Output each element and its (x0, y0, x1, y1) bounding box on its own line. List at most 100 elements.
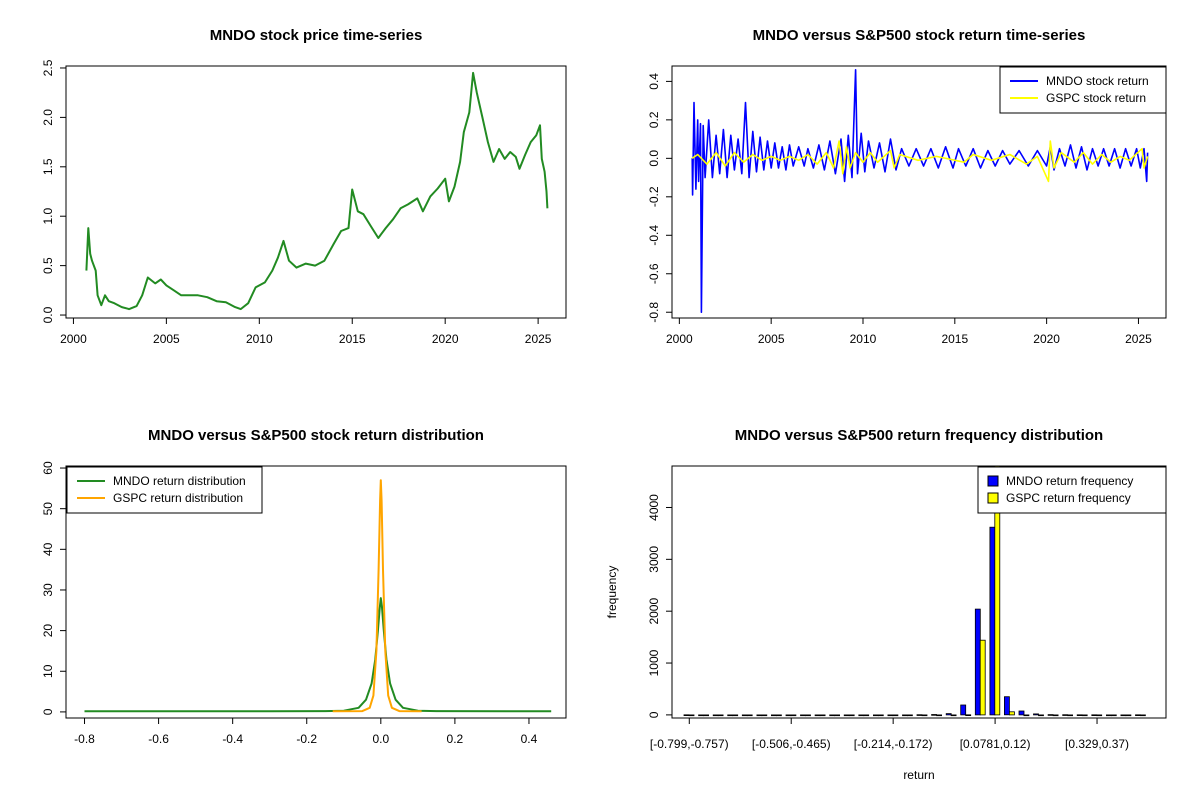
y-tick-label: 0 (647, 711, 661, 718)
histogram-bar (877, 714, 884, 717)
legend-label: GSPC stock return (1046, 91, 1146, 105)
histogram-bar (790, 714, 797, 717)
histogram-bar (834, 714, 840, 717)
histogram-bar (965, 714, 972, 716)
panel-4: MNDO versus S&P500 return frequency dist… (605, 427, 1167, 782)
x-tick-label: 2015 (339, 332, 366, 346)
histogram-bar (916, 714, 923, 716)
x-tick-label: -0.2 (296, 732, 317, 746)
histogram-bar (1081, 714, 1088, 717)
histogram-bar (741, 714, 748, 717)
histogram-bar (979, 639, 986, 716)
legend-swatch (987, 475, 999, 487)
legend-box (66, 466, 263, 514)
histogram-bar (1038, 714, 1044, 717)
x-tick-label: 2010 (246, 332, 273, 346)
histogram-bar (805, 714, 811, 717)
histogram-bar (960, 704, 967, 716)
y-tick-label: 2.5 (41, 59, 55, 76)
y-tick-label: 10 (41, 664, 55, 678)
histogram-bar (887, 714, 894, 717)
histogram-bar (950, 714, 957, 717)
x-tick-label: 2020 (432, 332, 459, 346)
y-tick-label: 1.5 (41, 158, 55, 175)
histogram-bar (1096, 714, 1103, 717)
x-tick-label: 2025 (1125, 332, 1152, 346)
histogram-bar (873, 714, 879, 717)
x-tick-label: 2000 (666, 332, 693, 346)
histogram-bar (771, 714, 777, 717)
histogram-bar (761, 714, 768, 717)
x-tick-label: 2000 (60, 332, 87, 346)
histogram-bar (1120, 714, 1127, 717)
histogram-bar (717, 714, 724, 717)
histogram-bar (1033, 713, 1039, 716)
histogram-bar (1106, 714, 1112, 717)
x-axis-label: return (903, 768, 934, 782)
x-tick-label: 0.4 (521, 732, 538, 746)
y-tick-label: -0.6 (647, 263, 661, 284)
x-tick-label: -0.8 (74, 732, 95, 746)
histogram-bar (683, 714, 690, 716)
histogram-bar (732, 714, 739, 717)
y-tick-label: -0.4 (647, 225, 661, 246)
histogram-bar (994, 465, 1001, 716)
y-tick-label: 0.5 (41, 257, 55, 274)
x-tick-label: -0.6 (148, 732, 169, 746)
legend-box (999, 66, 1167, 114)
y-tick-label: -0.8 (647, 302, 661, 323)
histogram-bar (698, 714, 704, 717)
histogram-bar (1023, 714, 1030, 717)
histogram-bar (776, 714, 782, 717)
histogram-bar (688, 714, 695, 717)
y-tick-label: 2000 (647, 598, 661, 625)
plot-frame (65, 65, 567, 319)
y-tick-label: 20 (41, 624, 55, 638)
histogram-bar (843, 714, 850, 717)
histogram-bar (1076, 714, 1083, 716)
histogram-bar (945, 713, 952, 716)
histogram-bar (892, 714, 899, 717)
x-tick-label: [-0.214,-0.172) (854, 737, 933, 751)
histogram-bar (703, 714, 709, 717)
panel-1: MNDO stock price time-series 2000 2005 2010… (41, 27, 567, 346)
histogram-bar (712, 714, 719, 717)
x-tick-label: 2025 (525, 332, 552, 346)
histogram-bar (1018, 710, 1025, 716)
histogram-bar (1125, 714, 1132, 717)
histogram-bar (848, 714, 855, 717)
x-tick-label: 2020 (1033, 332, 1060, 346)
histogram-bar (829, 714, 836, 717)
histogram-bar (746, 714, 753, 717)
legend-label: MNDO return distribution (113, 474, 246, 488)
x-tick-label: -0.4 (222, 732, 243, 746)
histogram-bar (1062, 714, 1069, 716)
series-line-mndo-return-distribution (84, 597, 552, 713)
x-tick-label: 2005 (758, 332, 785, 346)
series-line-gspc-return-distribution (332, 479, 422, 713)
histogram-bar (936, 714, 942, 717)
histogram-bar (907, 714, 913, 717)
histogram-bar (931, 714, 937, 716)
y-tick-label: 1000 (647, 649, 661, 676)
y-tick-label: 0.4 (647, 73, 661, 90)
histogram-bar (989, 526, 996, 716)
series-line-gspc-stock-return (691, 140, 1149, 183)
histogram-bar (858, 714, 865, 717)
y-tick-label: -0.2 (647, 186, 661, 207)
histogram-bar (1052, 714, 1059, 717)
y-tick-label: 0.0 (41, 306, 55, 323)
y-tick-label: 2.0 (41, 109, 55, 126)
histogram-bar (1091, 714, 1098, 716)
histogram-bar (1135, 714, 1141, 716)
panel-3: MNDO versus S&P500 stock return distribu… (41, 427, 567, 746)
y-tick-label: 0.0 (647, 150, 661, 167)
legend-label: MNDO return frequency (1006, 474, 1133, 488)
x-tick-label: [0.0781,0.12) (960, 737, 1031, 751)
histogram-bar (1047, 714, 1054, 716)
series-line-mndo-stock-return (691, 69, 1149, 313)
legend-swatch (987, 492, 999, 504)
x-tick-label: 2010 (850, 332, 877, 346)
legend-box (977, 466, 1167, 514)
legend-label: MNDO stock return (1046, 74, 1149, 88)
